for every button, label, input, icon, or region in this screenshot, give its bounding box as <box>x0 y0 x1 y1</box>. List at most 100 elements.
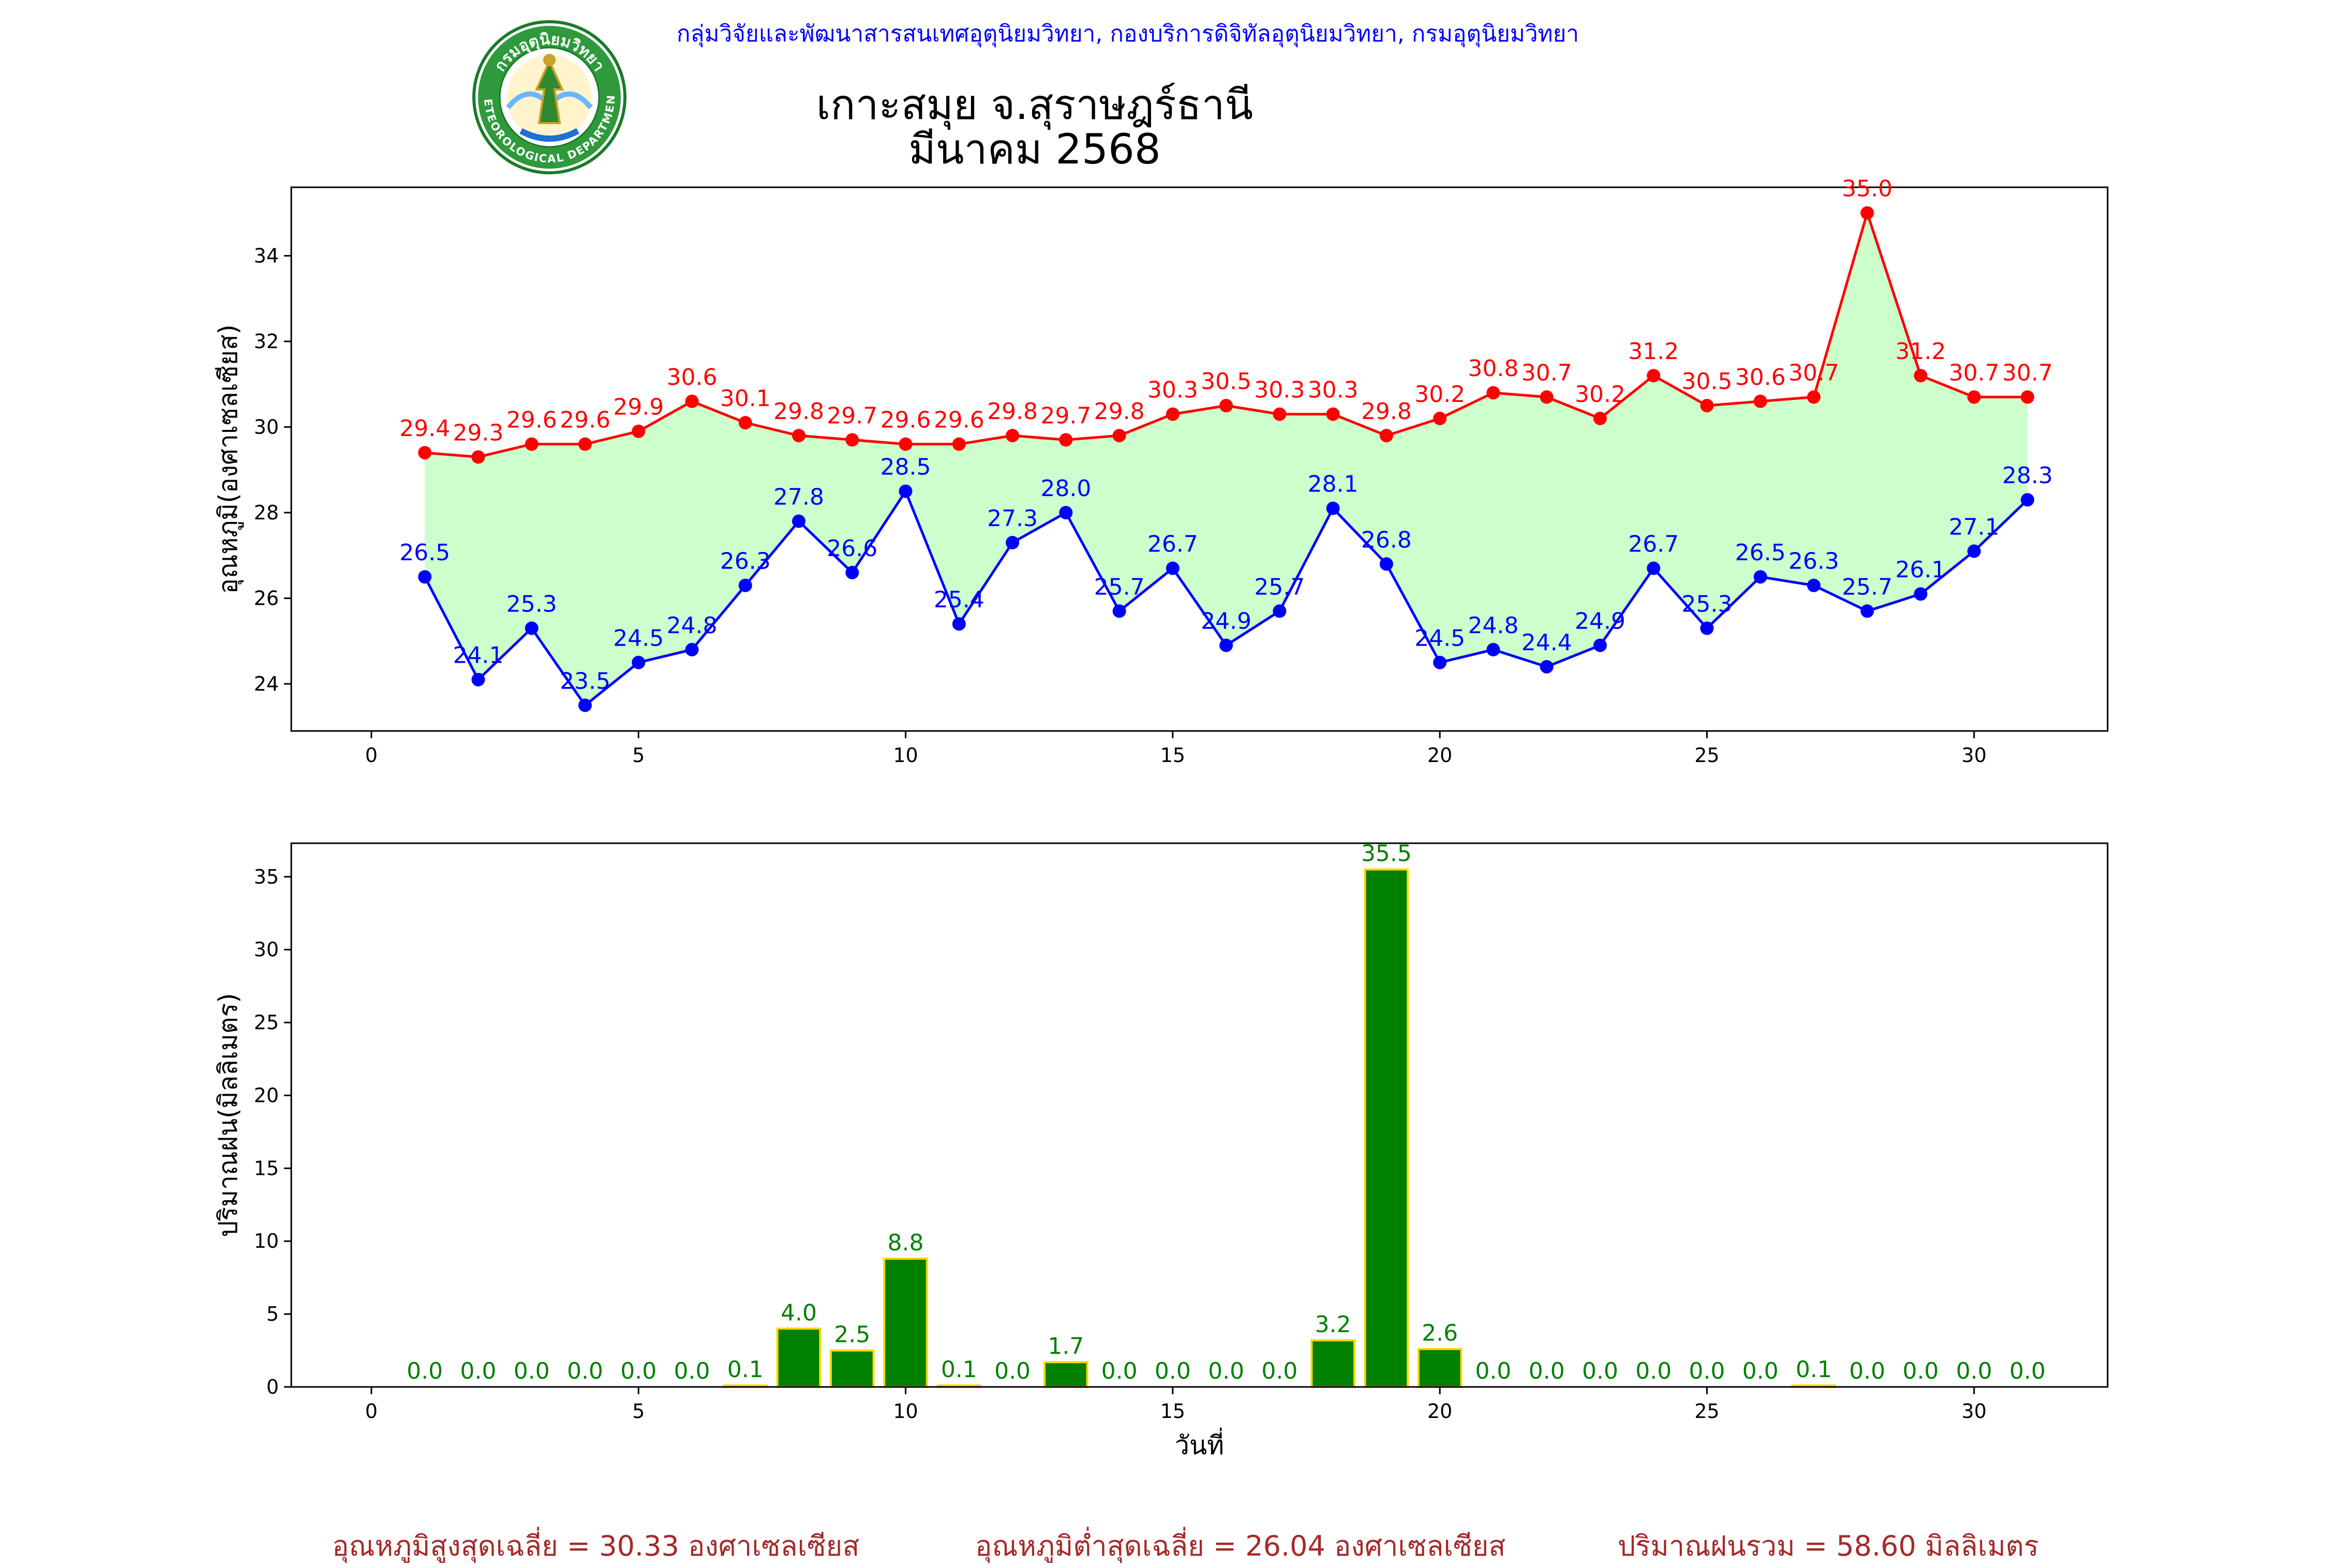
rain-label: 0.0 <box>1956 1358 1992 1384</box>
min-temp-label: 26.7 <box>1147 531 1198 558</box>
min-temp-label: 26.5 <box>399 540 450 566</box>
rain-label: 4.0 <box>781 1300 817 1326</box>
max-temp-label: 30.5 <box>1682 368 1733 395</box>
min-temp-label: 28.3 <box>2002 462 2053 489</box>
min-temp-label: 24.1 <box>453 643 503 669</box>
rain-label: 0.0 <box>1261 1358 1297 1384</box>
rain-label: 0.0 <box>1155 1358 1191 1384</box>
min-temp-point <box>1914 587 1928 601</box>
max-temp-point <box>1914 369 1928 383</box>
max-temp-label: 30.7 <box>1521 360 1572 386</box>
max-temp-label: 30.3 <box>1147 377 1198 404</box>
min-temp-label: 26.7 <box>1628 531 1679 558</box>
min-temp-label: 26.6 <box>827 535 877 562</box>
min-temp-label: 25.7 <box>1254 574 1305 600</box>
max-temp-label: 29.6 <box>506 407 557 434</box>
y-tick-label: 24 <box>254 673 279 695</box>
max-temp-point <box>1166 407 1180 421</box>
rain-label: 8.8 <box>888 1230 924 1256</box>
max-temp-label: 30.5 <box>1201 368 1251 395</box>
min-temp-point <box>1433 655 1447 669</box>
max-temp-point <box>1967 390 1981 404</box>
rain-label: 0.0 <box>514 1358 550 1384</box>
max-temp-label: 30.2 <box>1575 381 1625 408</box>
rain-label: 0.0 <box>994 1358 1031 1384</box>
min-temp-point <box>685 643 699 656</box>
min-temp-label: 24.8 <box>667 613 718 639</box>
y-tick-label: 30 <box>254 938 279 961</box>
min-temp-label: 26.3 <box>720 548 771 575</box>
rainfall-chart: 0.0 0.0 0.0 0.0 0.0 0.0 0.1 4.0 2.5 8.8 0.1 0.0 1.7 0… <box>213 841 2109 1460</box>
max-temp-point <box>1219 399 1233 413</box>
max-temp-label: 30.6 <box>1735 364 1786 391</box>
rain-label: 0.0 <box>1742 1358 1779 1384</box>
x-tick-label: 15 <box>1160 744 1185 767</box>
min-temp-label: 24.9 <box>1201 608 1251 634</box>
rain-bar <box>776 1327 822 1388</box>
x-tick-label: 0 <box>365 744 378 767</box>
max-temp-point <box>1700 399 1714 413</box>
max-temp-label: 30.7 <box>2002 360 2053 386</box>
axes-frame <box>290 842 2109 1388</box>
min-temp-label: 24.4 <box>1521 630 1572 656</box>
max-temp-label: 30.2 <box>1414 381 1465 408</box>
min-temp-point <box>952 617 966 631</box>
x-tick-label: 15 <box>1160 1400 1185 1423</box>
x-tick-label: 25 <box>1694 744 1719 767</box>
y-tick-label: 10 <box>254 1230 279 1252</box>
footer-avg-min-temp: อุณหภูมิต่ำสุดเฉลี่ย = 26.04 องศาเซลเซีย… <box>975 1530 1506 1562</box>
max-temp-point <box>1433 411 1447 425</box>
min-temp-point <box>1647 561 1661 575</box>
max-temp-label: 29.6 <box>934 407 984 434</box>
max-temp-label: 30.3 <box>1254 377 1305 404</box>
max-temp-label: 30.7 <box>1949 360 1999 386</box>
max-temp-point <box>1486 386 1500 400</box>
min-temp-point <box>899 484 913 498</box>
rain-label: 0.0 <box>1529 1358 1565 1384</box>
max-temp-label: 29.8 <box>1094 398 1145 425</box>
max-temp-point <box>1112 428 1126 442</box>
max-temp-point <box>578 437 592 451</box>
rain-bar <box>1043 1361 1088 1388</box>
y-axis-label: ปริมาณฝน(มิลลิเมตร) <box>213 993 243 1237</box>
max-temp-point <box>1059 433 1073 447</box>
rain-label: 0.0 <box>567 1358 603 1384</box>
footer-avg-max-temp: อุณหภูมิสูงสุดเฉลี่ย = 30.33 องศาเซลเซีย… <box>332 1530 860 1562</box>
min-temp-label: 24.9 <box>1575 608 1625 634</box>
rain-label: 0.0 <box>1208 1358 1244 1384</box>
min-temp-point <box>1807 578 1821 592</box>
max-temp-label: 29.8 <box>987 398 1038 425</box>
x-tick-label: 5 <box>632 744 645 767</box>
max-temp-point <box>685 394 699 408</box>
y-tick-label: 5 <box>266 1303 279 1325</box>
x-tick-label: 30 <box>1962 744 1987 767</box>
min-temp-label: 24.5 <box>1414 625 1465 652</box>
rain-label: 0.0 <box>1582 1358 1618 1384</box>
min-temp-point <box>1540 660 1554 674</box>
max-temp-point <box>1273 407 1287 421</box>
max-temp-point <box>471 450 485 464</box>
footer-total-rain: ปริมาณฝนรวม = 58.60 มิลลิเมตร <box>1618 1530 2039 1562</box>
min-temp-label: 25.7 <box>1094 574 1145 600</box>
rain-label: 0.0 <box>1903 1358 1939 1384</box>
max-temp-point <box>418 446 432 460</box>
page-title: เกาะสมุย จ.สุราษฎร์ธานี มีนาคม 2568 <box>724 83 1345 172</box>
rain-bar <box>829 1349 875 1388</box>
min-temp-point <box>1059 505 1073 519</box>
rain-bar <box>1310 1339 1355 1388</box>
x-tick-label: 30 <box>1962 1400 1987 1423</box>
max-temp-label: 29.6 <box>881 407 931 434</box>
max-temp-label: 29.8 <box>773 398 824 425</box>
rain-label: 0.0 <box>460 1358 496 1384</box>
max-temp-label: 31.2 <box>1628 338 1679 365</box>
min-temp-label: 28.1 <box>1308 471 1359 498</box>
rain-label: 0.0 <box>674 1358 710 1384</box>
min-temp-label: 28.5 <box>881 454 931 481</box>
x-tick-label: 10 <box>893 1400 918 1423</box>
rain-label: 0.0 <box>2009 1358 2046 1384</box>
min-temp-point <box>1967 544 1981 558</box>
min-temp-point <box>1593 638 1607 652</box>
rain-bar <box>1417 1348 1463 1388</box>
rain-label: 0.0 <box>407 1358 443 1384</box>
min-temp-point <box>1219 638 1233 652</box>
